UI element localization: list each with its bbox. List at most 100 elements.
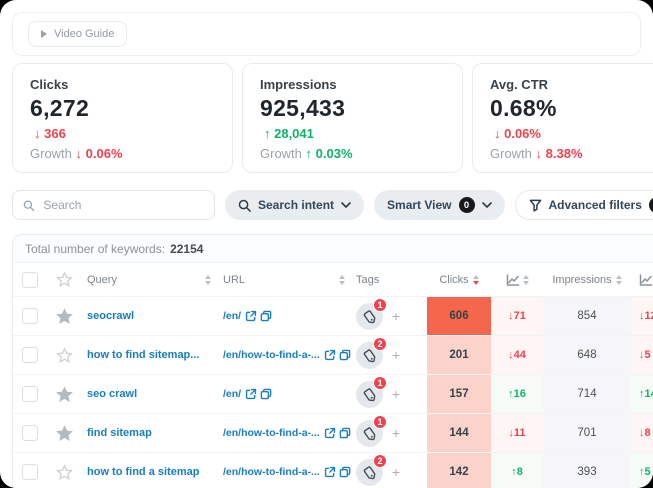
- clicks-cell: 142: [427, 453, 491, 488]
- smart-view-dropdown[interactable]: Smart View 0: [374, 190, 505, 220]
- row-checkbox[interactable]: [22, 386, 38, 402]
- favorite-star-icon[interactable]: [55, 463, 73, 481]
- tag-icon: [363, 348, 376, 362]
- copy-icon[interactable]: [339, 466, 351, 478]
- table-body: seocrawl /en/ 1 + 606 ↓71 854 ↓12 how to…: [13, 296, 653, 488]
- search-intent-dropdown[interactable]: Search intent: [225, 190, 365, 220]
- copy-icon[interactable]: [260, 388, 272, 400]
- impressions-sort-control[interactable]: [615, 274, 622, 285]
- favorite-star-icon[interactable]: [55, 385, 73, 403]
- impressions-change-cell: ↓12: [631, 297, 653, 335]
- stat-growth: Growth ↑ 0.03%: [260, 146, 353, 161]
- url-column-header: URL: [223, 273, 246, 286]
- stat-value: 6,272: [30, 95, 90, 121]
- tags-pill[interactable]: 2: [356, 336, 387, 369]
- impressions-change-cell: ↑14: [631, 375, 653, 413]
- tags-pill[interactable]: 2: [356, 453, 387, 486]
- table-row: seocrawl /en/ 1 + 606 ↓71 854 ↓12: [13, 296, 653, 335]
- row-checkbox[interactable]: [22, 425, 38, 441]
- tag-count-badge: 2: [373, 336, 387, 351]
- query-link[interactable]: seocrawl: [87, 310, 135, 322]
- impressions-column-header: Impressions: [552, 273, 612, 286]
- query-column-header: Query: [87, 273, 117, 286]
- advanced-filters-button[interactable]: Advanced filters 0: [514, 190, 653, 220]
- impressions-change-cell: ↓5: [631, 336, 653, 374]
- favorite-star-icon[interactable]: [55, 307, 73, 325]
- tags-column-header: Tags: [356, 273, 380, 286]
- clicks-change-sort-control[interactable]: [522, 274, 529, 285]
- tag-count-badge: 2: [373, 453, 387, 468]
- stat-label: Avg. CTR: [490, 77, 549, 92]
- stat-growth-value: ↓ 8.38%: [535, 146, 583, 161]
- total-keywords-value: 22154: [170, 241, 204, 256]
- advanced-filters-label: Advanced filters: [548, 198, 642, 212]
- external-link-icon[interactable]: [324, 466, 336, 478]
- stat-label: Clicks: [30, 77, 69, 92]
- add-tag-button[interactable]: +: [392, 308, 401, 324]
- star-column-header-icon[interactable]: [55, 271, 73, 288]
- url-actions: [324, 349, 351, 361]
- stat-delta: ↓ 366: [34, 126, 66, 141]
- smart-view-label: Smart View: [387, 198, 452, 212]
- url-actions: [245, 388, 272, 400]
- url-sort-control[interactable]: [339, 274, 345, 285]
- select-all-checkbox[interactable]: [22, 271, 38, 288]
- add-tag-button[interactable]: +: [392, 425, 401, 441]
- add-tag-button[interactable]: +: [392, 347, 401, 363]
- copy-icon[interactable]: [339, 427, 351, 439]
- row-checkbox[interactable]: [22, 464, 38, 480]
- video-guide-button[interactable]: Video Guide: [28, 21, 128, 47]
- row-checkbox[interactable]: [22, 308, 38, 324]
- url-actions: [324, 427, 351, 439]
- tags-pill[interactable]: 1: [356, 414, 387, 447]
- url-link[interactable]: /en/how-to-find-a-...: [223, 349, 320, 361]
- query-link[interactable]: find sitemap: [87, 427, 152, 439]
- favorite-star-icon[interactable]: [55, 346, 73, 364]
- url-link[interactable]: /en/: [223, 388, 242, 400]
- tags-pill[interactable]: 1: [356, 297, 387, 330]
- clicks-change-cell: ↓11: [491, 414, 543, 452]
- tag-count-badge: 1: [373, 297, 387, 312]
- clicks-cell: 144: [427, 414, 491, 452]
- total-keywords-label: Total number of keywords:: [25, 241, 166, 256]
- chevron-down-icon: [341, 202, 351, 208]
- query-link[interactable]: how to find sitemap...: [87, 349, 200, 361]
- copy-icon[interactable]: [339, 349, 351, 361]
- search-icon: [23, 199, 35, 211]
- chevron-down-icon: [481, 202, 492, 208]
- query-sort-control[interactable]: [205, 274, 211, 285]
- table-header-row: Query URL Tags Clicks Impressions: [13, 263, 653, 296]
- search-box: [12, 190, 215, 220]
- row-checkbox[interactable]: [22, 347, 38, 363]
- query-link[interactable]: how to find a sitemap: [87, 466, 200, 478]
- copy-icon[interactable]: [260, 310, 272, 322]
- advanced-filters-count-badge: 0: [648, 197, 653, 213]
- search-input[interactable]: [41, 197, 204, 213]
- total-keywords-bar: Total number of keywords: 22154: [13, 235, 653, 263]
- url-actions: [245, 310, 272, 322]
- url-actions: [324, 466, 351, 478]
- impressions-cell: 714: [543, 375, 631, 413]
- stat-value: 0.68%: [490, 95, 557, 121]
- url-link[interactable]: /en/how-to-find-a-...: [223, 466, 320, 478]
- impressions-trend-chart-icon: [639, 273, 653, 286]
- external-link-icon[interactable]: [324, 427, 336, 439]
- table-row: seo crawl /en/ 1 + 157 ↑16 714 ↑14: [13, 374, 653, 413]
- clicks-sort-control[interactable]: [472, 274, 479, 285]
- url-link[interactable]: /en/: [223, 310, 242, 322]
- favorite-star-icon[interactable]: [55, 424, 73, 442]
- external-link-icon[interactable]: [245, 388, 257, 400]
- external-link-icon[interactable]: [324, 349, 336, 361]
- query-link[interactable]: seo crawl: [87, 388, 138, 400]
- filter-funnel-icon: [529, 199, 541, 212]
- stat-growth: Growth ↓ 0.06%: [30, 146, 123, 161]
- tags-pill[interactable]: 1: [356, 375, 387, 408]
- add-tag-button[interactable]: +: [392, 464, 401, 480]
- stat-value: 925,433: [260, 95, 346, 121]
- external-link-icon[interactable]: [245, 310, 257, 322]
- tag-count-badge: 1: [373, 414, 387, 429]
- url-link[interactable]: /en/how-to-find-a-...: [223, 427, 320, 439]
- add-tag-button[interactable]: +: [392, 386, 401, 402]
